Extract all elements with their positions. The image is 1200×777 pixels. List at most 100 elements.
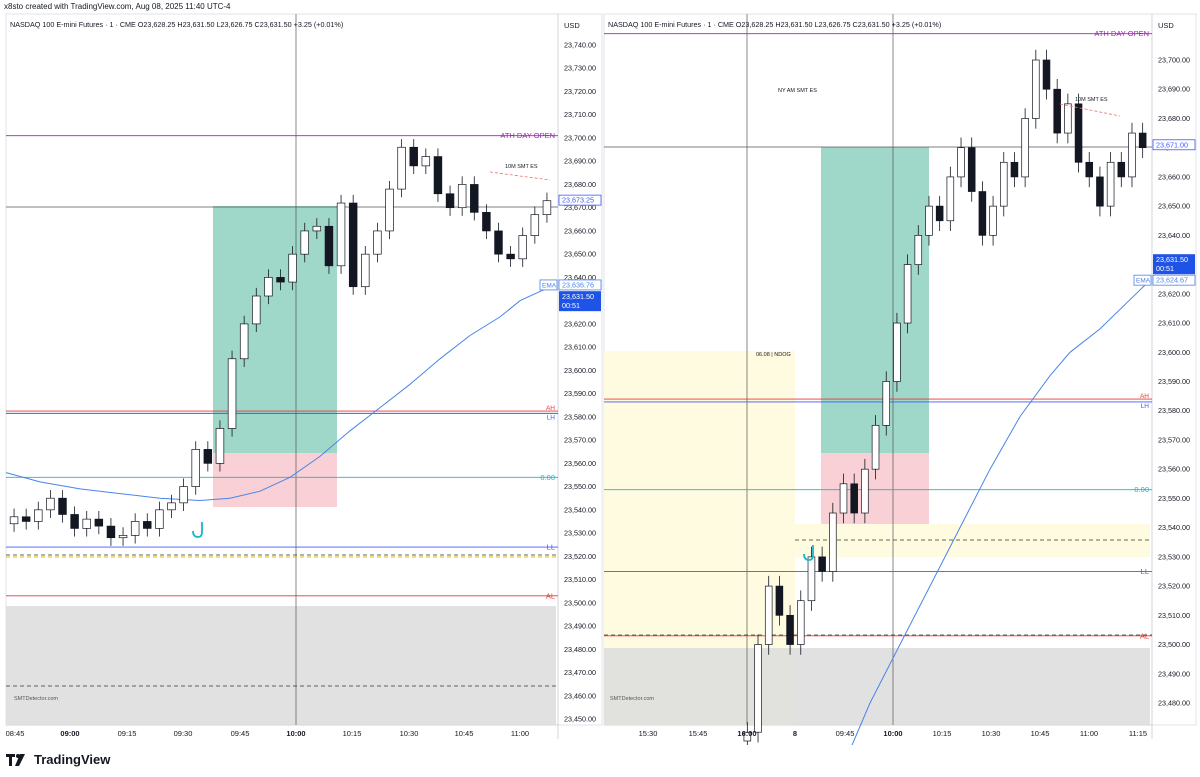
level-label-lh: LH — [547, 414, 556, 421]
smt-annotation: 10M SMT ES — [1075, 97, 1108, 103]
tradingview-logo[interactable]: TradingView — [6, 752, 110, 767]
candle-body — [215, 428, 225, 464]
candle-body — [967, 147, 976, 192]
y-tick-label: 23,740.00 — [564, 41, 596, 50]
candle-body — [764, 585, 773, 645]
entry-marker-icon — [192, 522, 203, 538]
candle-body — [106, 525, 116, 539]
x-tick-label: 16:00 — [737, 729, 756, 738]
ny-am-smt-annotation: NY AM SMT ES — [778, 88, 817, 94]
ema-line — [851, 279, 1151, 745]
candle-body — [203, 449, 213, 464]
candle-body — [882, 381, 891, 426]
candle-body — [82, 518, 91, 529]
y-tick-label: 23,510.00 — [564, 575, 596, 584]
level-label-0-00: 0.00 — [540, 473, 555, 482]
candle-body — [775, 585, 784, 616]
y-tick-label: 23,610.00 — [1158, 319, 1190, 328]
candle-body — [1138, 132, 1147, 149]
candle-body — [1021, 118, 1029, 178]
y-tick-label: 23,480.00 — [1158, 699, 1190, 708]
candle-body — [1053, 88, 1061, 134]
candle-body — [957, 147, 965, 178]
ema-price-value: 23,624.67 — [1156, 276, 1188, 285]
last-price-badge — [1153, 254, 1195, 275]
y-tick-label: 23,520.00 — [1158, 582, 1190, 591]
ndog-annotation: 06.08 | NDOG — [756, 352, 791, 358]
currency-label: USD — [1158, 21, 1174, 30]
candle-body — [1074, 103, 1083, 163]
discount-gray-zone — [6, 606, 556, 725]
y-tick-label: 23,580.00 — [564, 412, 596, 421]
y-tick-label: 23,480.00 — [564, 645, 596, 654]
ema-line — [5, 284, 557, 502]
x-tick-label: 10:30 — [982, 729, 1001, 738]
level-label-ll: LL — [547, 543, 555, 552]
y-tick-label: 23,600.00 — [1158, 348, 1190, 357]
candle-body — [829, 512, 837, 572]
ema-tag-label: EMA — [1136, 278, 1151, 285]
candle-body — [893, 322, 901, 382]
level-label-lh: LH — [1141, 403, 1150, 410]
x-tick-label: 10:15 — [343, 729, 362, 738]
y-tick-label: 23,620.00 — [564, 319, 596, 328]
candle-body — [530, 214, 540, 236]
y-tick-label: 23,660.00 — [1158, 172, 1190, 181]
chart-title-ohlc: NASDAQ 100 E-mini Futures · 1 · CME O23,… — [10, 20, 343, 29]
ema-price-value: 23,636.76 — [562, 280, 594, 289]
x-tick-label: 09:45 — [836, 729, 855, 738]
candle-body — [421, 156, 431, 167]
candle-body — [989, 205, 997, 236]
candle-body — [1096, 176, 1104, 207]
candle-body — [348, 202, 358, 288]
long-position-target-zone — [821, 147, 929, 453]
x-tick-label: 10:45 — [1031, 729, 1050, 738]
crosshair-price-badge — [558, 194, 602, 206]
y-tick-label: 23,550.00 — [564, 482, 596, 491]
y-tick-label: 23,610.00 — [564, 343, 596, 352]
x-tick-label: 15:30 — [639, 729, 658, 738]
y-tick-label: 23,660.00 — [564, 226, 596, 235]
level-label-ah: AH — [1140, 393, 1149, 400]
y-tick-label: 23,530.00 — [1158, 552, 1190, 561]
candle-body — [385, 188, 394, 232]
level-label-ll: LL — [1141, 567, 1149, 576]
smt-divergence-line — [489, 171, 551, 181]
ema-tag — [1133, 274, 1152, 286]
candle-body — [34, 509, 43, 522]
x-tick-label: 15:45 — [689, 729, 708, 738]
candle-body — [786, 614, 794, 645]
candle-body — [336, 202, 346, 267]
x-tick-label: 10:15 — [933, 729, 952, 738]
candle-body — [118, 535, 128, 539]
candle-body — [470, 184, 479, 213]
candle-body — [1128, 132, 1136, 178]
y-tick-label: 23,520.00 — [564, 552, 596, 561]
candle-body — [143, 521, 152, 529]
candle-body — [155, 509, 164, 529]
y-tick-label: 23,640.00 — [1158, 231, 1190, 240]
crosshair-price-badge — [1152, 139, 1196, 151]
ema-tag-label: EMA — [542, 282, 557, 289]
y-tick-label: 23,540.00 — [564, 505, 596, 514]
y-tick-label: 23,510.00 — [1158, 611, 1190, 620]
candle-body — [324, 225, 334, 267]
candle-body — [1085, 161, 1094, 178]
candle-body — [457, 184, 467, 209]
chart-credit-header: x8sto created with TradingView.com, Aug … — [4, 2, 231, 11]
candle-body — [21, 516, 31, 522]
y-tick-label: 23,560.00 — [1158, 465, 1190, 474]
chart-title-ohlc: NASDAQ 100 E-mini Futures · 1 · CME O23,… — [608, 20, 941, 29]
candle-body — [409, 146, 418, 167]
candle-body — [796, 600, 805, 645]
y-tick-label: 23,680.00 — [1158, 114, 1190, 123]
candle-body — [818, 556, 826, 572]
y-tick-label: 23,620.00 — [1158, 289, 1190, 298]
y-tick-label: 23,550.00 — [1158, 494, 1190, 503]
y-tick-label: 23,490.00 — [1158, 669, 1190, 678]
crosshair-price-value: 23,673.25 — [562, 196, 594, 205]
discount-gray-zone — [604, 648, 1150, 725]
y-tick-label: 23,650.00 — [1158, 202, 1190, 211]
y-tick-label: 23,460.00 — [564, 691, 596, 700]
x-tick-label: 11:00 — [511, 729, 529, 738]
